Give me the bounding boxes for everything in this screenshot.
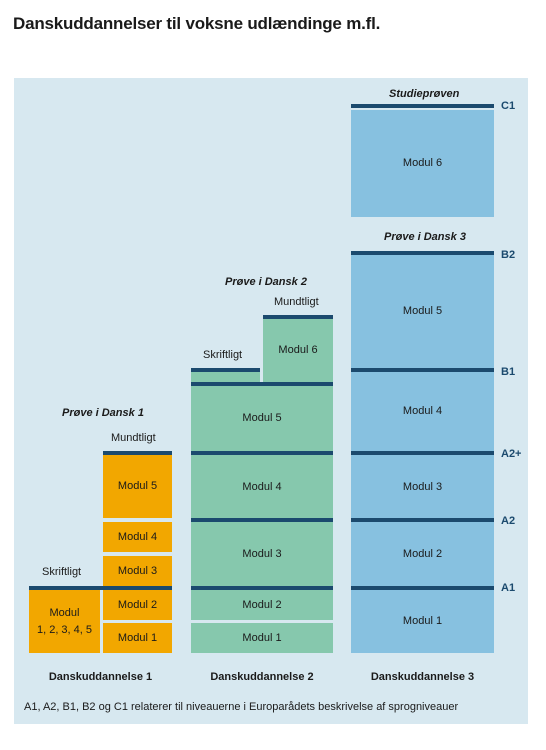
col2-written-extension	[191, 372, 260, 382]
col3-exam-top-label: Studieprøven	[389, 88, 460, 100]
level-label-a2plus: A2+	[501, 448, 522, 460]
col2-bar-a2plus	[191, 451, 333, 455]
col1-oral-level-bar	[103, 451, 172, 455]
col3-module-2: Modul 2	[351, 522, 494, 586]
col1-module-2: Modul 2	[103, 590, 172, 620]
col2-written-level-bar	[191, 368, 260, 372]
col3-module-1: Modul 1	[351, 590, 494, 653]
col1-module-1: Modul 1	[103, 623, 172, 653]
col2-module-6: Modul 6	[263, 319, 333, 382]
col2-oral-level-bar	[263, 315, 333, 319]
col3-module-3: Modul 3	[351, 455, 494, 520]
col1-heading: Danskuddannelse 1	[48, 671, 153, 683]
col3-bar-c1	[351, 104, 494, 108]
footnote: A1, A2, B1, B2 og C1 relaterer til nivea…	[24, 701, 459, 713]
col3-bar-b1	[351, 368, 494, 372]
col1-module-3: Modul 3	[103, 556, 172, 586]
col1-oral-label: Mundtligt	[111, 432, 156, 444]
col2-bar-b1	[191, 382, 333, 386]
col3-bar-a1	[351, 586, 494, 590]
col2-module-5: Modul 5	[191, 386, 333, 451]
level-label-b1: B1	[501, 366, 516, 378]
page-title: Danskuddannelser til voksne udlændinge m…	[13, 14, 381, 33]
col3-heading: Danskuddannelse 3	[370, 671, 475, 683]
col3-module-4: Modul 4	[351, 372, 494, 451]
col1-written-level-bar	[29, 586, 172, 590]
col2-bar-a1	[191, 586, 333, 590]
col2-module-1: Modul 1	[191, 623, 333, 653]
col1-module-5: Modul 5	[103, 455, 172, 518]
col2-module-2: Modul 2	[191, 590, 333, 620]
col1-modules-combined: Modul 1, 2, 3, 4, 5	[29, 590, 100, 653]
col1-written-label: Skriftligt	[42, 566, 82, 578]
level-label-a1: A1	[501, 582, 516, 594]
level-label-a2: A2	[501, 515, 516, 527]
col3-module-6: Modul 6	[351, 110, 494, 217]
col3-exam-label: Prøve i Dansk 3	[384, 231, 466, 243]
col2-module-4: Modul 4	[191, 455, 333, 520]
level-label-b2: B2	[501, 249, 516, 261]
col2-bar-a2	[191, 518, 333, 522]
col1-module-4: Modul 4	[103, 522, 172, 552]
col2-oral-label: Mundtligt	[274, 296, 319, 308]
col3-bar-a2	[351, 518, 494, 522]
col2-written-label: Skriftligt	[203, 349, 243, 361]
col3-bar-b2	[351, 251, 494, 255]
col2-heading: Danskuddannelse 2	[210, 671, 314, 683]
level-label-c1: C1	[501, 100, 516, 112]
col2-module-3: Modul 3	[191, 522, 333, 586]
col2-exam-label: Prøve i Dansk 2	[225, 276, 307, 288]
col3-module-5: Modul 5	[351, 255, 494, 368]
col3-bar-a2plus	[351, 451, 494, 455]
col1-exam-label: Prøve i Dansk 1	[62, 407, 144, 419]
